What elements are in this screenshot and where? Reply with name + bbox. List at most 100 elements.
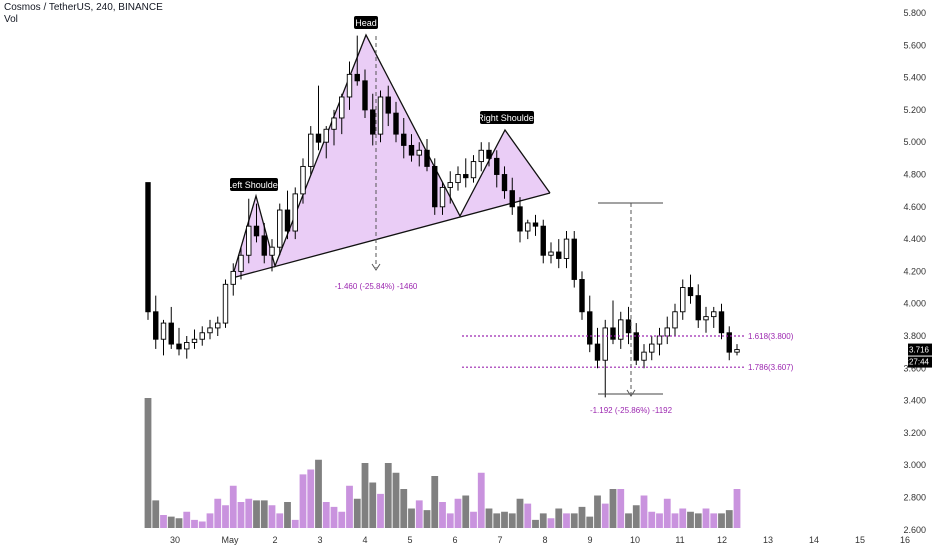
volume-bars xyxy=(144,398,741,528)
volume-bar xyxy=(586,516,594,528)
time-tick-label: 6 xyxy=(452,535,457,545)
volume-bar xyxy=(578,506,586,528)
volume-bar xyxy=(501,511,508,528)
price-tick-label: 2.800 xyxy=(903,493,926,503)
pattern-tag-label: Right Shoulder xyxy=(477,113,537,123)
time-tick-label: 10 xyxy=(630,535,640,545)
price-tag-bg xyxy=(908,343,932,356)
candle-body xyxy=(160,322,167,340)
candle-body xyxy=(230,270,236,285)
volume-bar xyxy=(725,510,733,528)
price-tick-label: 3.800 xyxy=(903,331,926,341)
candle-body xyxy=(517,206,523,232)
candle-body xyxy=(346,73,353,98)
price-tick-label: 3.600 xyxy=(903,363,926,373)
candle-body xyxy=(207,327,213,334)
volume-bar xyxy=(330,506,338,528)
volume-bar xyxy=(609,489,617,528)
volume-bar xyxy=(439,502,446,528)
candle-body xyxy=(525,222,531,232)
volume-bar xyxy=(253,500,260,528)
volume-bar xyxy=(299,474,307,528)
candle-body xyxy=(385,96,391,114)
volume-bar xyxy=(656,513,663,528)
candle-body xyxy=(370,109,376,135)
time-tick-label: 15 xyxy=(855,535,865,545)
time-tick-label: 14 xyxy=(809,535,819,545)
candle-body xyxy=(478,149,484,163)
price-tick-label: 3.000 xyxy=(903,460,926,470)
volume-label: Vol xyxy=(4,14,18,25)
candle-body xyxy=(145,182,151,313)
pattern-tag-bg xyxy=(354,16,378,29)
candle-body xyxy=(587,311,593,345)
volume-bar xyxy=(338,511,346,528)
candle-body xyxy=(718,311,725,334)
volume-bar xyxy=(470,511,477,528)
candle-body xyxy=(703,316,709,321)
candles xyxy=(145,35,740,398)
price-tick-label: 3.200 xyxy=(903,428,926,438)
volume-bar xyxy=(454,498,462,528)
candle-body xyxy=(664,327,670,337)
candle-body xyxy=(261,235,267,256)
candle-body xyxy=(408,144,415,156)
candle-body xyxy=(339,96,345,119)
volume-bar xyxy=(718,513,725,528)
candle-body xyxy=(470,161,477,179)
price-axis[interactable]: 5.800 5.600 5.400 5.200 5.000 4.800 4.600 4.400… xyxy=(903,8,926,535)
pattern-tag-label: Left Shoulder xyxy=(227,180,281,190)
candle-body xyxy=(556,251,562,259)
candle-body xyxy=(455,174,461,184)
candle-body xyxy=(315,133,322,143)
time-axis[interactable]: 30 May 2 3 4 5 6 7 8 9 10 11 12 13 14 15 16 xyxy=(170,535,910,545)
volume-bar xyxy=(555,508,563,528)
candle-body xyxy=(377,96,384,135)
volume-bar xyxy=(268,505,276,528)
candle-body xyxy=(292,193,298,232)
candle-body xyxy=(494,157,500,175)
candle-body xyxy=(199,332,205,340)
measure-arrow-1 xyxy=(371,263,381,271)
volume-bar xyxy=(485,508,493,528)
price-tick-label: 5.800 xyxy=(903,8,926,18)
symbol-title: Cosmos / TetherUS, 240, BINANCE xyxy=(4,2,163,13)
candle-body xyxy=(176,343,182,350)
countdown-bg xyxy=(908,356,932,368)
candle-body xyxy=(300,165,306,195)
time-tick-label: 4 xyxy=(362,535,367,545)
candle-body xyxy=(308,133,314,167)
time-tick-label: 16 xyxy=(900,535,910,545)
price-tick-label: 5.000 xyxy=(903,137,926,147)
volume-bar xyxy=(423,510,431,528)
volume-bar xyxy=(679,508,687,528)
candle-body xyxy=(439,186,446,208)
price-tag-value: 3.716 xyxy=(909,346,930,355)
volume-bar xyxy=(477,472,485,528)
candle-body xyxy=(672,311,678,329)
time-tick-label: 11 xyxy=(675,535,684,545)
volume-bar xyxy=(446,513,454,528)
volume-bar xyxy=(415,500,423,528)
candle-body xyxy=(168,322,174,345)
candle-body xyxy=(734,349,740,353)
volume-bar xyxy=(687,511,694,528)
candle-body xyxy=(532,222,539,227)
fib-label: 1.618(3.800) xyxy=(748,332,794,341)
time-tick-label: 12 xyxy=(717,535,727,545)
candle-body xyxy=(215,322,221,329)
candle-body xyxy=(153,311,159,340)
candle-body xyxy=(548,251,554,256)
time-tick-label: 5 xyxy=(407,535,412,545)
volume-bar xyxy=(346,485,353,528)
candle-body xyxy=(463,174,469,179)
volume-bar xyxy=(570,513,578,528)
candle-body xyxy=(416,149,422,156)
candle-body xyxy=(253,225,260,237)
price-tick-label: 4.000 xyxy=(903,299,926,309)
measure-tools: -1.460 (-25.84%) -1460 -1.192 (-25.86%) -… xyxy=(335,36,673,415)
candle-body xyxy=(594,343,601,361)
time-tick-label: 2 xyxy=(272,535,277,545)
candle-body xyxy=(687,287,694,297)
